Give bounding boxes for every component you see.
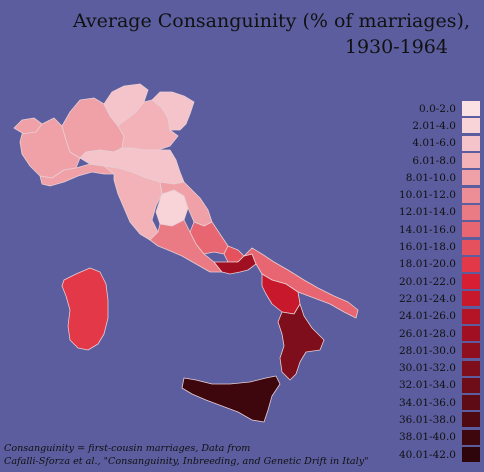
- legend-label: 0.0-2.0: [419, 102, 456, 115]
- legend-swatch: [462, 447, 480, 463]
- legend-label: 18.01-20.0: [399, 258, 456, 271]
- legend-label: 10.01-12.0: [399, 189, 456, 202]
- title-line-2: 1930-1964: [344, 36, 448, 58]
- title-line-1: Average Consanguinity (% of marriages),: [72, 10, 470, 32]
- footnote: Consanguinity = first-cousin marriages, …: [4, 442, 369, 468]
- legend-swatch: [462, 360, 480, 376]
- legend-label: 38.01-40.0: [399, 431, 456, 444]
- legend-item: 20.01-22.0: [380, 273, 480, 290]
- legend-swatch: [462, 204, 480, 220]
- legend-swatch: [462, 187, 480, 203]
- legend-item: 36.01-38.0: [380, 411, 480, 428]
- legend-label: 20.01-22.0: [399, 275, 456, 288]
- legend-label: 6.01-8.0: [412, 154, 456, 167]
- legend-item: 12.01-14.0: [380, 204, 480, 221]
- legend-item: 38.01-40.0: [380, 429, 480, 446]
- legend-label: 2.01-4.0: [412, 119, 456, 132]
- legend-label: 12.01-14.0: [399, 206, 456, 219]
- legend-swatch: [462, 326, 480, 341]
- legend-swatch: [462, 395, 480, 411]
- legend-swatch: [462, 135, 480, 151]
- legend-swatch: [462, 118, 480, 134]
- legend-swatch: [462, 377, 480, 393]
- legend-item: 24.01-26.0: [380, 308, 480, 325]
- legend-item: 28.01-30.0: [380, 342, 480, 359]
- legend-item: 26.01-28.0: [380, 325, 480, 342]
- legend-swatch: [462, 256, 480, 272]
- legend-label: 26.01-28.0: [399, 327, 456, 340]
- legend-label: 36.01-38.0: [399, 413, 456, 426]
- legend-label: 4.01-6.0: [412, 137, 456, 150]
- legend-item: 22.01-24.0: [380, 290, 480, 307]
- legend-swatch: [462, 153, 480, 169]
- legend-swatch: [462, 239, 480, 255]
- legend-swatch: [462, 412, 480, 428]
- legend-swatch: [462, 170, 480, 186]
- footnote-line-2: Cafalli-Sforza et al., "Consanguinity, I…: [4, 456, 369, 467]
- legend-label: 22.01-24.0: [399, 292, 456, 305]
- legend-label: 40.01-42.0: [399, 448, 456, 461]
- legend-swatch: [462, 291, 480, 307]
- legend-item: 30.01-32.0: [380, 359, 480, 376]
- legend-item: 10.01-12.0: [380, 186, 480, 203]
- region-lazio: [149, 219, 223, 273]
- legend-label: 28.01-30.0: [399, 344, 456, 357]
- legend-label: 16.01-18.0: [399, 241, 456, 254]
- legend-item: 40.01-42.0: [380, 446, 480, 463]
- footnote-line-1: Consanguinity = first-cousin marriages, …: [4, 443, 251, 454]
- region-friuli-venezia-giulia: [151, 91, 195, 131]
- legend-swatch: [462, 343, 480, 359]
- region-calabria: [277, 303, 325, 381]
- region-liguria: [39, 163, 115, 187]
- legend-item: 18.01-20.0: [380, 256, 480, 273]
- region-piedmont: [19, 117, 81, 179]
- legend-label: 14.01-16.0: [399, 223, 456, 236]
- legend-item: 32.01-34.0: [380, 377, 480, 394]
- map-title: Average Consanguinity (% of marriages), …: [73, 8, 470, 60]
- legend-swatch: [462, 222, 480, 238]
- legend-swatch: [462, 274, 480, 290]
- legend-swatch: [462, 429, 480, 445]
- legend: 0.0-2.0 2.01-4.0 4.01-6.0 6.01-8.0 8.01-10.0…: [380, 100, 480, 463]
- legend-label: 24.01-26.0: [399, 310, 456, 323]
- legend-swatch: [462, 308, 480, 324]
- legend-item: 16.01-18.0: [380, 238, 480, 255]
- legend-item: 2.01-4.0: [380, 117, 480, 134]
- legend-item: 6.01-8.0: [380, 152, 480, 169]
- legend-swatch: [462, 101, 480, 117]
- region-sicily: [181, 375, 281, 423]
- legend-label: 8.01-10.0: [405, 171, 456, 184]
- legend-label: 32.01-34.0: [399, 379, 456, 392]
- legend-item: 4.01-6.0: [380, 135, 480, 152]
- legend-item: 14.01-16.0: [380, 221, 480, 238]
- legend-label: 34.01-36.0: [399, 396, 456, 409]
- legend-item: 34.01-36.0: [380, 394, 480, 411]
- legend-item: 0.0-2.0: [380, 100, 480, 117]
- legend-label: 30.01-32.0: [399, 362, 456, 375]
- region-sardinia: [61, 267, 109, 351]
- legend-item: 8.01-10.0: [380, 169, 480, 186]
